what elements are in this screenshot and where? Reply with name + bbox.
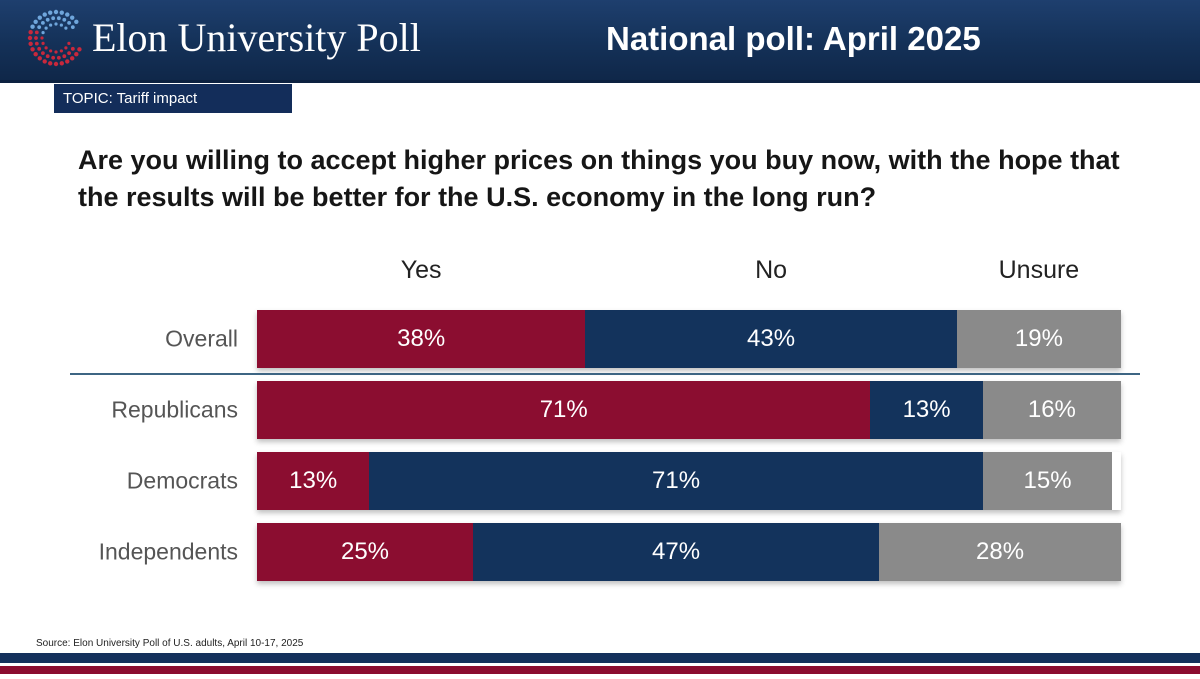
- bar-row-republicans: 71% 13% 16%: [257, 381, 1121, 439]
- bar-democrats-no: 71%: [369, 452, 983, 510]
- logo-text: Elon University Poll: [92, 15, 421, 60]
- bar-row-democrats: 13% 71% 15%: [257, 452, 1121, 510]
- bar-independents-no: 47%: [473, 523, 880, 581]
- row-label-republicans: Republicans: [111, 396, 238, 423]
- bar-overall-no: 43%: [585, 310, 957, 368]
- bar-overall-unsure: 19%: [956, 310, 1121, 368]
- topic-badge: TOPIC: Tariff impact: [54, 84, 292, 113]
- legend-unsure: Unsure: [998, 256, 1080, 284]
- header-banner: Elon University Poll National poll: Apri…: [0, 0, 1200, 80]
- footer-stripe-red: [0, 666, 1200, 674]
- bar-republicans-unsure: 16%: [982, 381, 1121, 439]
- poll-logo-icon: [27, 9, 82, 67]
- bar-overall-yes: 38%: [257, 310, 586, 368]
- bar-row-independents: 25% 47% 28%: [257, 523, 1121, 581]
- bar-democrats-unsure: 15%: [982, 452, 1113, 510]
- bar-democrats-yes: 13%: [257, 452, 370, 510]
- bar-independents-yes: 25%: [257, 523, 473, 581]
- overall-divider: [70, 373, 1140, 375]
- header-divider: [0, 80, 1200, 83]
- row-label-independents: Independents: [98, 538, 238, 565]
- bar-row-overall: 38% 43% 19%: [257, 310, 1121, 368]
- page-title: National poll: April 2025: [606, 20, 981, 57]
- question-text: Are you willing to accept higher prices …: [78, 145, 1120, 212]
- legend-no: No: [755, 256, 788, 284]
- source-note: Source: Elon University Poll of U.S. adu…: [36, 638, 304, 649]
- legend-yes: Yes: [400, 256, 442, 284]
- bar-republicans-no: 13%: [870, 381, 983, 439]
- bar-republicans-yes: 71%: [257, 381, 871, 439]
- footer-stripe-blue: [0, 653, 1200, 663]
- row-label-democrats: Democrats: [126, 467, 238, 494]
- row-label-overall: Overall: [165, 325, 238, 352]
- bar-independents-unsure: 28%: [879, 523, 1121, 581]
